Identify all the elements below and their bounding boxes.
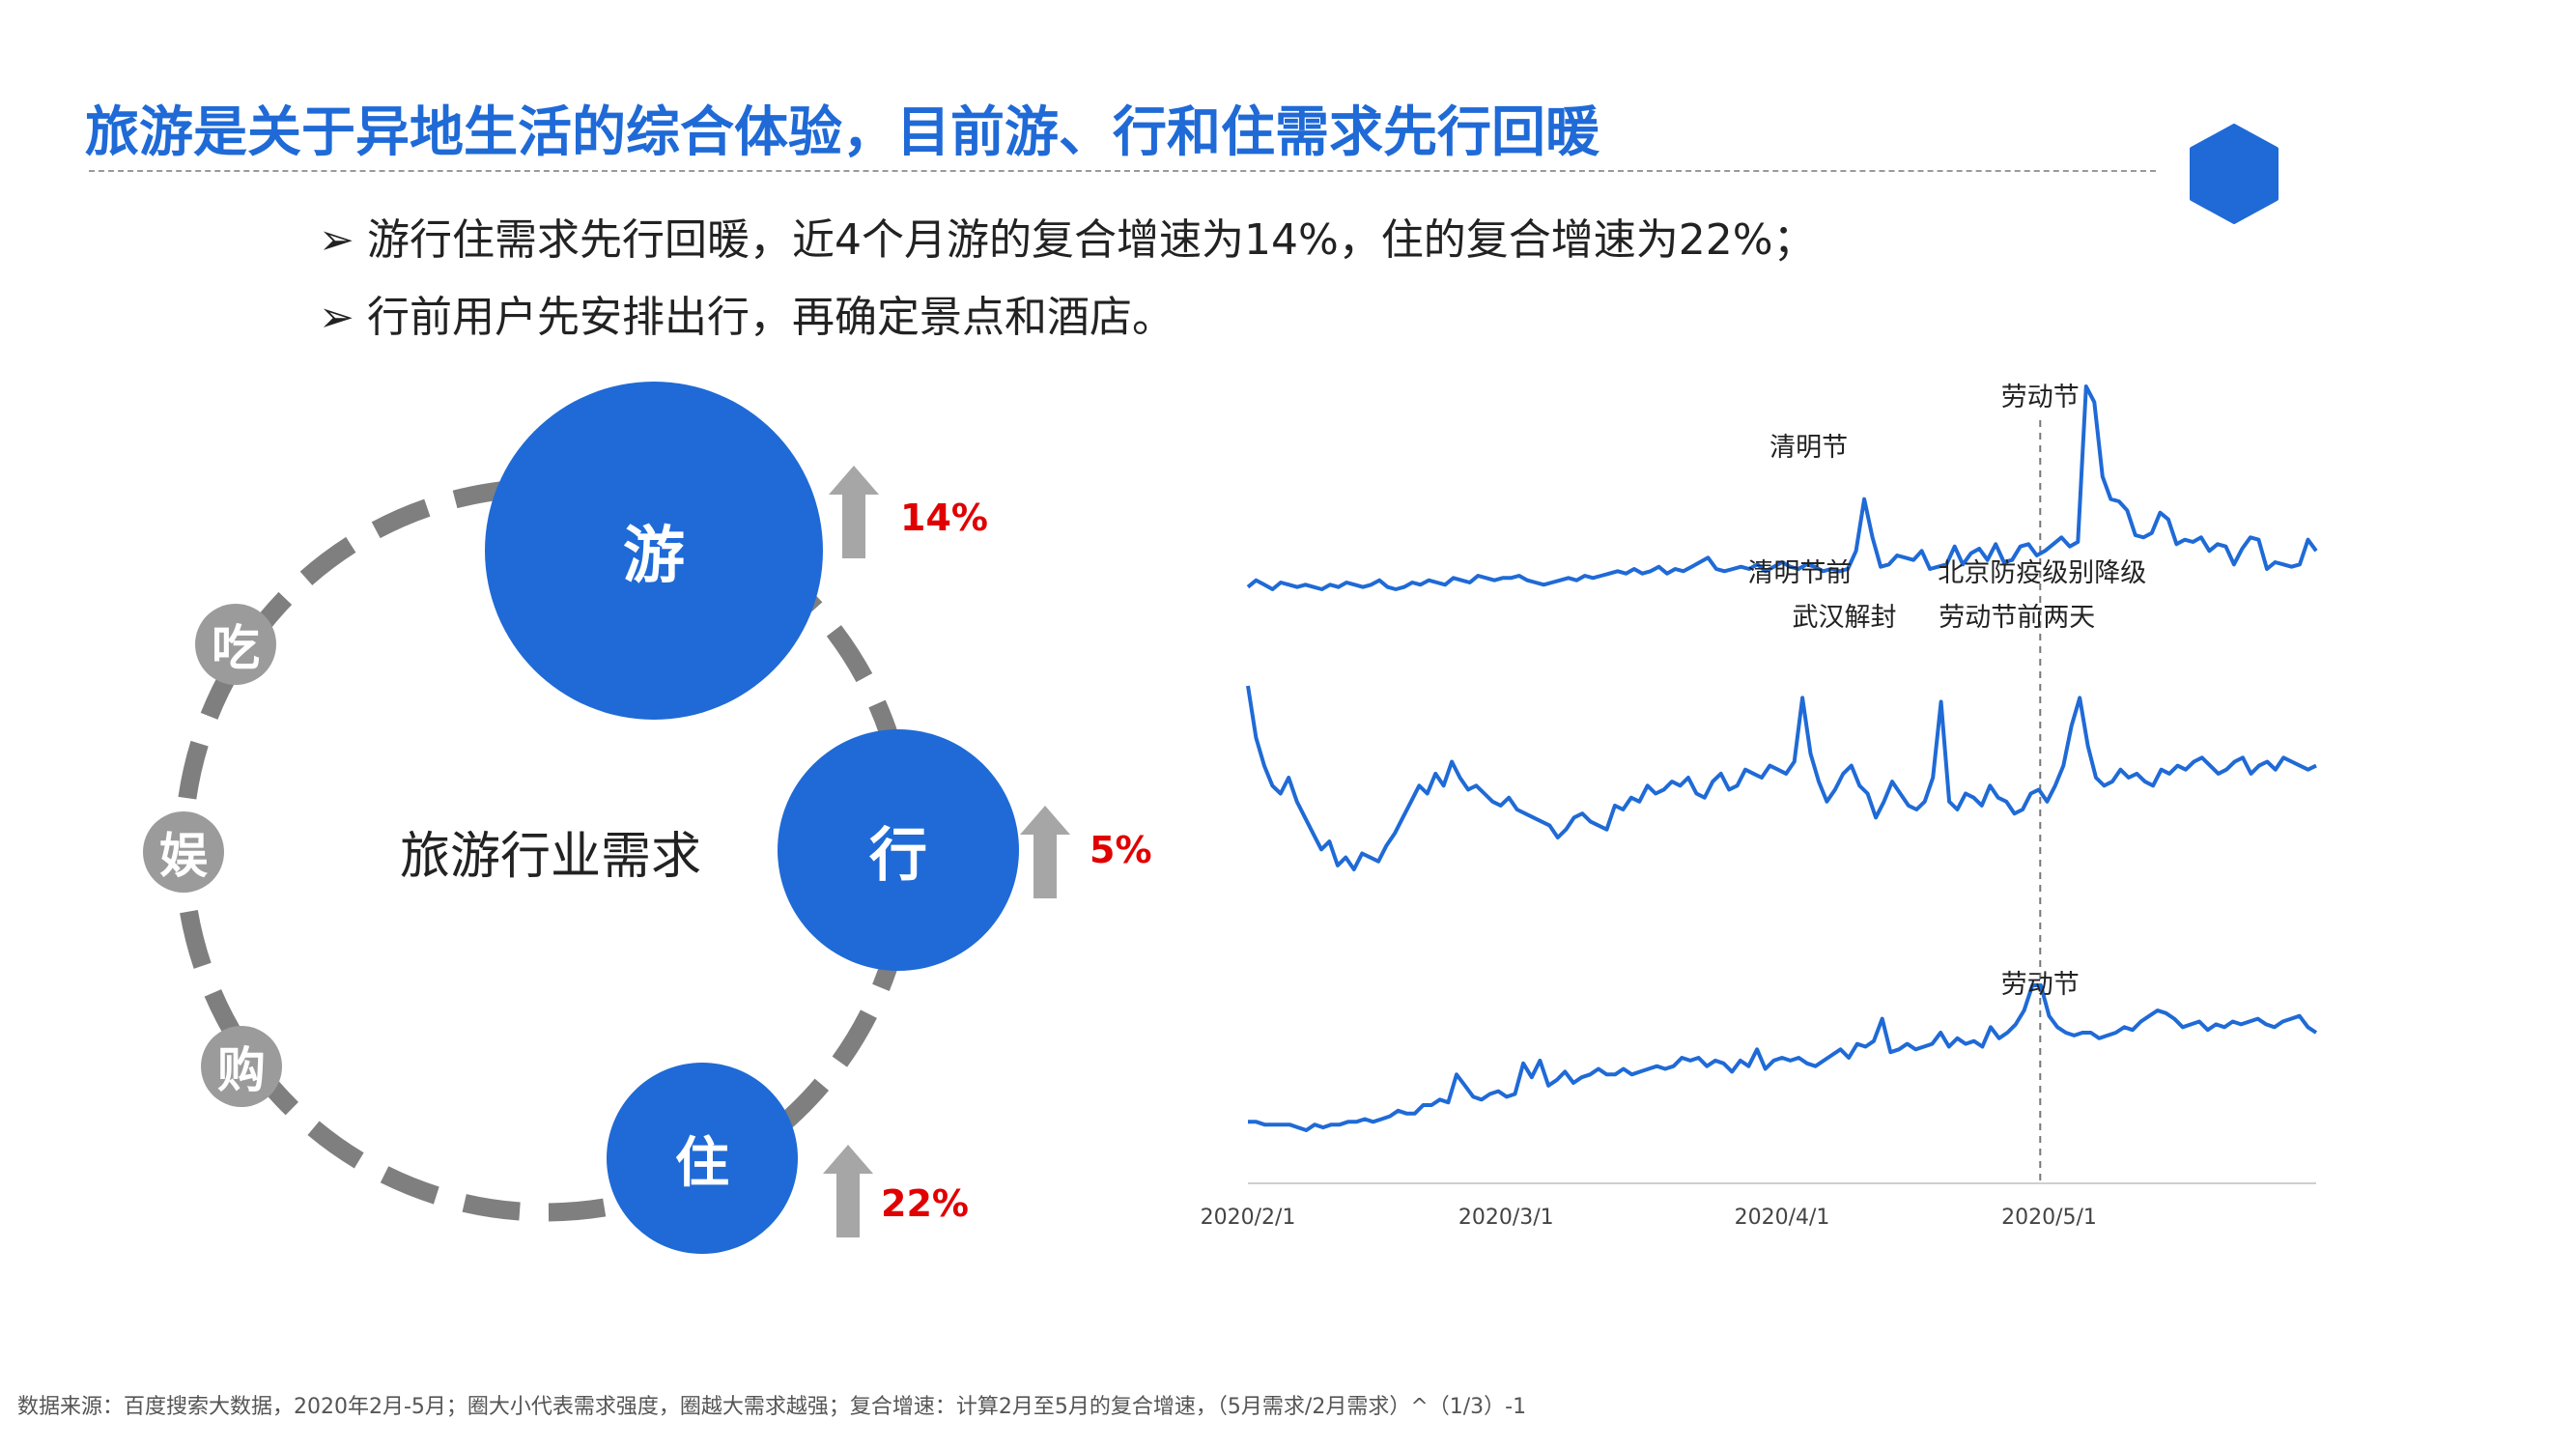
node-label: 行 bbox=[869, 821, 927, 890]
chart-annotation: 清明节前 bbox=[1747, 558, 1852, 588]
chart-annotation: 武汉解封 bbox=[1793, 603, 1897, 633]
node-yu: 娱 bbox=[143, 811, 224, 893]
node-label: 吃 bbox=[212, 620, 260, 676]
center-label: 旅游行业需求 bbox=[400, 828, 702, 886]
bullet-marker: ➢ bbox=[319, 293, 354, 342]
chart-annotation: 劳动节 bbox=[2001, 970, 2080, 1000]
series-line-3 bbox=[1248, 983, 2318, 1132]
chart-annotation: 北京防疫级别降级 bbox=[1938, 558, 2146, 588]
node-label: 游 bbox=[623, 521, 685, 592]
title-divider bbox=[89, 170, 2156, 172]
x-tick-label: 2020/4/1 bbox=[1735, 1206, 1830, 1230]
up-arrow-icon bbox=[829, 466, 879, 558]
bullet-text: 行前用户先安排出行，再确定景点和酒店。 bbox=[367, 293, 1175, 342]
growth-you: 14% bbox=[900, 497, 988, 539]
x-tick-label: 2020/2/1 bbox=[1201, 1206, 1296, 1230]
node-gou: 购 bbox=[201, 1026, 282, 1107]
bullet-text: 游行住需求先行回暖，近4个月游的复合增速为14%，住的复合增速为22%； bbox=[367, 215, 1816, 265]
bullet-marker: ➢ bbox=[319, 215, 354, 265]
chart-annotation: 清明节 bbox=[1769, 433, 1848, 463]
node-label: 购 bbox=[217, 1042, 266, 1098]
growth-zhu: 22% bbox=[881, 1182, 969, 1225]
node-chi: 吃 bbox=[195, 604, 276, 685]
data-source-note: 数据来源：百度搜索大数据，2020年2月-5月；圈大小代表需求强度，圈越大需求越… bbox=[17, 1395, 1527, 1419]
hexagon-icon bbox=[2190, 124, 2279, 224]
chart-annotation: 劳动节前两天 bbox=[1939, 603, 2095, 633]
up-arrow-icon bbox=[823, 1145, 873, 1237]
up-arrow-icon bbox=[1020, 806, 1070, 898]
node-zhu: 住 bbox=[607, 1063, 798, 1254]
x-tick-label: 2020/3/1 bbox=[1458, 1206, 1554, 1230]
series-line-2 bbox=[1246, 685, 2317, 871]
bullet-item: ➢ 游行住需求先行回暖，近4个月游的复合增速为14%，住的复合增速为22%； bbox=[319, 205, 1816, 267]
x-tick-label: 2020/5/1 bbox=[2001, 1206, 2097, 1230]
growth-xing: 5% bbox=[1090, 829, 1152, 871]
bullet-item: ➢ 行前用户先安排出行，再确定景点和酒店。 bbox=[319, 282, 1175, 344]
node-xing: 行 bbox=[778, 729, 1019, 971]
node-label: 住 bbox=[675, 1131, 729, 1195]
series-line-1 bbox=[1246, 384, 2318, 591]
chart-annotation: 劳动节 bbox=[2001, 383, 2080, 412]
page-title: 旅游是关于异地生活的综合体验，目前游、行和住需求先行回暖 bbox=[85, 101, 1599, 164]
node-label: 娱 bbox=[159, 828, 208, 884]
node-you: 游 bbox=[485, 382, 823, 720]
